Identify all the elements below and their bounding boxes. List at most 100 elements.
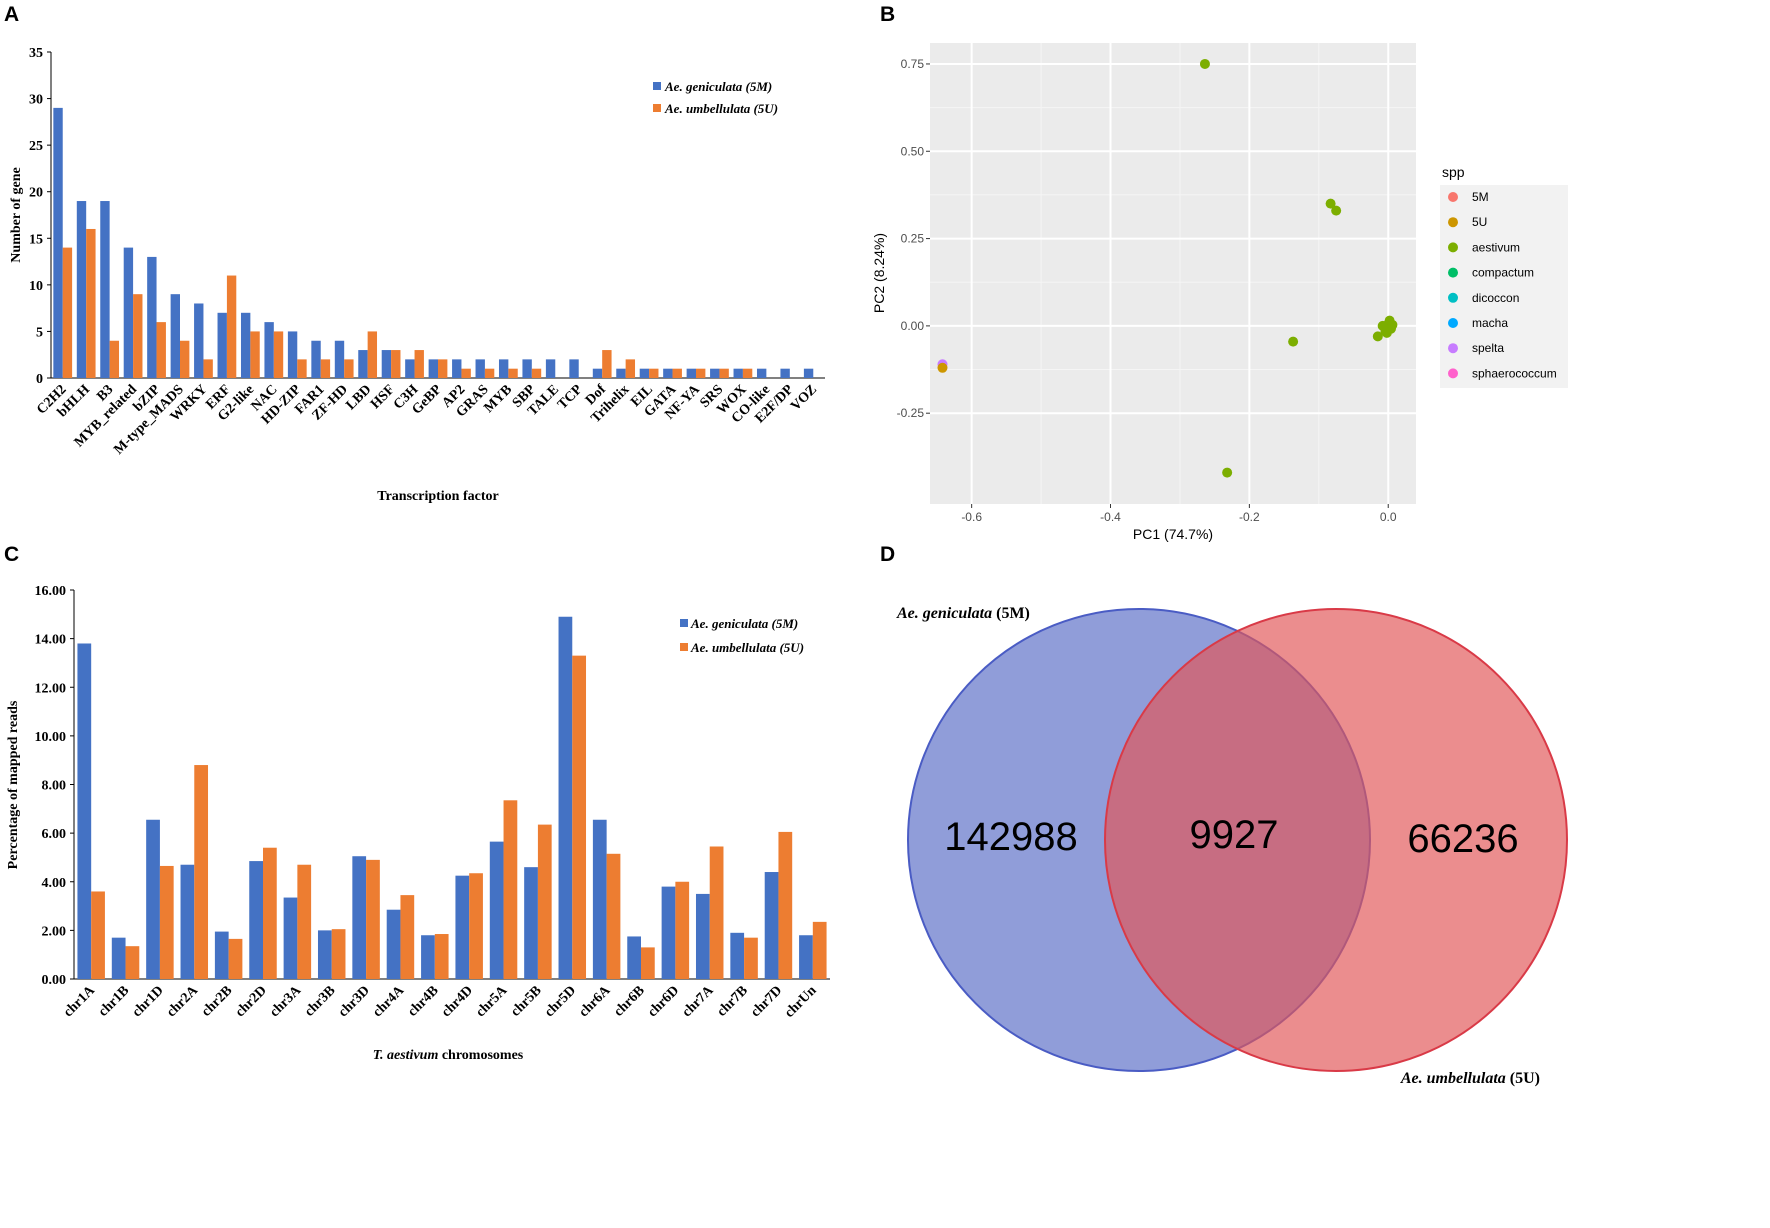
legend-label-5u: Ae. umbellulata (5U)	[664, 101, 778, 116]
venn-label-5m-italic: Ae. geniculata	[896, 605, 992, 622]
bar-5m-LBD	[358, 350, 368, 378]
bar-5m-MYB	[498, 359, 509, 378]
y-tick-label: 16.00	[35, 584, 67, 599]
y-tick-label: 10	[29, 279, 43, 294]
y-tick-label: 8.00	[42, 779, 67, 794]
bar-5u-EIL	[649, 368, 659, 378]
point-aestivum	[1288, 336, 1299, 347]
bar-5u-chr5D	[572, 655, 587, 979]
bar-5u-WOX	[742, 368, 753, 378]
legend-swatch-5m	[680, 619, 688, 627]
panel-c-y-label: Percentage of mapped reads	[6, 700, 21, 869]
legend-key-macha	[1448, 318, 1458, 328]
x-tick-label: chr3B	[302, 983, 338, 1019]
bar-5m-GATA	[663, 368, 673, 378]
y-tick-label: 0.25	[901, 232, 925, 246]
bar-5m-chr4D	[455, 875, 470, 979]
venn-label-5u-italic: Ae. umbellulata	[1400, 1070, 1506, 1087]
bar-5m-TALE	[545, 359, 556, 378]
x-tick-label: chr4A	[370, 983, 408, 1021]
x-tick-label: chr7B	[714, 983, 750, 1019]
legend-label-sphaerococcum: sphaerococcum	[1472, 366, 1557, 380]
bar-5u-chr4B	[434, 934, 449, 979]
bar-5m-MYB_related	[123, 247, 134, 378]
panel-a-letter: A	[4, 3, 19, 26]
panel-b-x-label: PC1 (74.7%)	[1133, 526, 1213, 542]
bar-5u-M-type_MADS	[180, 340, 190, 378]
bar-5m-bZIP	[147, 256, 157, 378]
bar-5u-C3H	[414, 350, 424, 378]
legend-swatch-5m	[653, 82, 661, 90]
x-tick-label: chr4B	[405, 983, 441, 1019]
x-tick-label: chr6A	[576, 983, 614, 1021]
panel-a-legend: Ae. geniculata (5M) Ae. umbellulata (5U)	[653, 79, 778, 116]
y-tick-label: 30	[29, 93, 43, 108]
x-tick-label: chr7A	[680, 983, 718, 1021]
y-tick-label: 2.00	[42, 924, 67, 939]
legend-label-5M: 5M	[1472, 190, 1489, 204]
bar-5u-chr7D	[778, 831, 793, 979]
bar-5m-C3H	[405, 359, 415, 378]
bar-5m-NAC	[264, 322, 274, 378]
x-tick-label: LBD	[343, 382, 374, 413]
panel-b-legend: spp 5M 5U aestivum compactum dicoccon macha sp…	[1440, 164, 1568, 388]
bar-5u-bHLH	[86, 228, 96, 378]
bar-5m-chr7A	[695, 893, 710, 979]
bar-5u-WRKY	[203, 359, 213, 378]
bar-5u-chr1B	[125, 946, 140, 979]
bar-5u-MYB	[508, 368, 518, 378]
x-tick-label: chr6D	[645, 983, 682, 1020]
bar-5u-bZIP	[156, 322, 166, 378]
bar-5u-ERF	[226, 275, 237, 378]
bar-5m-FAR1	[311, 340, 321, 378]
venn-count-5u-only: 66236	[1407, 817, 1518, 861]
bar-5m-EIL	[639, 368, 650, 378]
point-aestivum	[1222, 467, 1233, 478]
x-tick-label: chr3A	[267, 983, 305, 1021]
y-tick-label: 4.00	[42, 876, 67, 891]
bar-5u-B3	[109, 340, 120, 378]
bar-5u-NAC	[273, 331, 284, 378]
bar-5u-chr3D	[366, 859, 380, 979]
venn-label-5m: Ae. geniculata (5M)	[896, 605, 1030, 622]
x-tick-label: chr5A	[473, 983, 511, 1021]
x-tick-label: chr2D	[233, 983, 270, 1020]
bar-5u-chr1A	[91, 891, 105, 979]
x-tick-label: chr6B	[611, 983, 647, 1019]
bar-5u-Trihelix	[625, 359, 636, 378]
legend-label-5U: 5U	[1472, 215, 1487, 229]
venn-label-5u: Ae. umbellulata (5U)	[1400, 1070, 1540, 1087]
panel-c-letter: C	[4, 543, 19, 566]
y-tick-label: 0	[36, 372, 43, 387]
y-tick-label: 0.00	[901, 319, 925, 333]
panel-b-letter: B	[880, 3, 895, 26]
x-tick-label: chr7D	[748, 983, 785, 1020]
bar-5u-AP2	[461, 368, 471, 378]
bar-5m-chr2B	[214, 931, 229, 979]
panel-c-x-label: T. aestivum chromosomes	[373, 1048, 524, 1063]
bar-5m-chr6B	[627, 936, 641, 979]
panel-a-bars	[53, 107, 814, 378]
y-tick-label: 12.00	[35, 681, 67, 696]
bar-5m-E2F/DP	[780, 368, 790, 378]
legend-label-spelta: spelta	[1472, 341, 1504, 355]
bar-5u-chr6D	[675, 881, 690, 979]
bar-5u-SRS	[719, 368, 729, 378]
panel-c-x-ticks: chr1Achr1Bchr1Dchr2Achr2Bchr2Dchr3Achr3B…	[61, 983, 820, 1021]
bar-5m-chr3B	[317, 930, 332, 979]
bar-5m-WOX	[733, 368, 743, 378]
venn-count-overlap: 9927	[1190, 813, 1279, 857]
bar-5m-C2H2	[53, 107, 63, 378]
bar-5m-HD-ZIP	[287, 331, 298, 378]
panel-b-points	[937, 58, 1398, 478]
bar-5u-Dof	[602, 350, 612, 378]
bar-5u-chr4D	[469, 873, 483, 979]
x-tick-label: chr3D	[336, 983, 373, 1020]
panel-c-bars	[77, 616, 827, 979]
y-tick-label: 6.00	[42, 827, 67, 842]
x-tick-label: -0.4	[1100, 510, 1121, 524]
y-tick-label: 25	[29, 139, 43, 154]
bar-5u-chr2D	[263, 847, 277, 979]
bar-5u-NF-YA	[696, 368, 706, 378]
bar-5m-chr1A	[77, 643, 92, 979]
